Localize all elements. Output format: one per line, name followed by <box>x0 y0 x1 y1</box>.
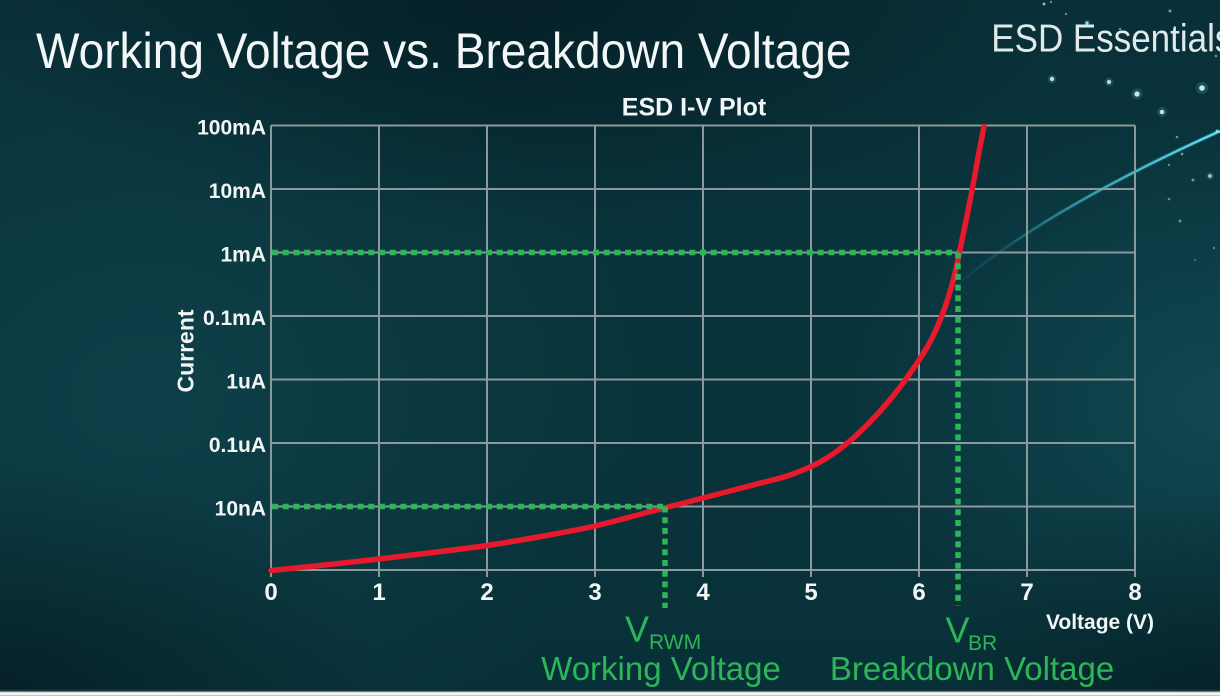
svg-text:7: 7 <box>1020 579 1033 606</box>
svg-text:0: 0 <box>264 579 277 606</box>
svg-text:1: 1 <box>372 579 385 606</box>
svg-text:6: 6 <box>912 579 925 606</box>
svg-text:1mA: 1mA <box>220 244 266 267</box>
svg-text:Current: Current <box>173 309 199 392</box>
svg-text:4: 4 <box>696 579 710 606</box>
svg-text:Working Voltage vs. Breakdown: Working Voltage vs. Breakdown Voltage <box>36 23 851 79</box>
svg-text:3: 3 <box>588 579 601 606</box>
svg-text:Working Voltage: Working Voltage <box>541 650 781 687</box>
svg-text:Breakdown Voltage: Breakdown Voltage <box>830 650 1114 687</box>
svg-text:10mA: 10mA <box>209 180 266 203</box>
svg-text:8: 8 <box>1128 579 1141 606</box>
svg-text:ESD Essentials: ESD Essentials <box>991 17 1220 60</box>
svg-text:RWM: RWM <box>649 631 701 654</box>
svg-text:2: 2 <box>480 579 493 606</box>
svg-text:0.1mA: 0.1mA <box>203 307 266 330</box>
svg-text:10nA: 10nA <box>215 498 266 521</box>
svg-text:Voltage (V): Voltage (V) <box>1046 611 1154 634</box>
svg-text:ESD I-V Plot: ESD I-V Plot <box>622 94 767 122</box>
svg-text:V: V <box>946 610 970 651</box>
svg-text:BR: BR <box>968 632 997 655</box>
svg-text:100mA: 100mA <box>197 117 266 140</box>
svg-text:V: V <box>625 609 649 650</box>
svg-text:5: 5 <box>804 579 817 606</box>
svg-text:1uA: 1uA <box>226 371 266 394</box>
svg-text:0.1uA: 0.1uA <box>209 434 266 457</box>
